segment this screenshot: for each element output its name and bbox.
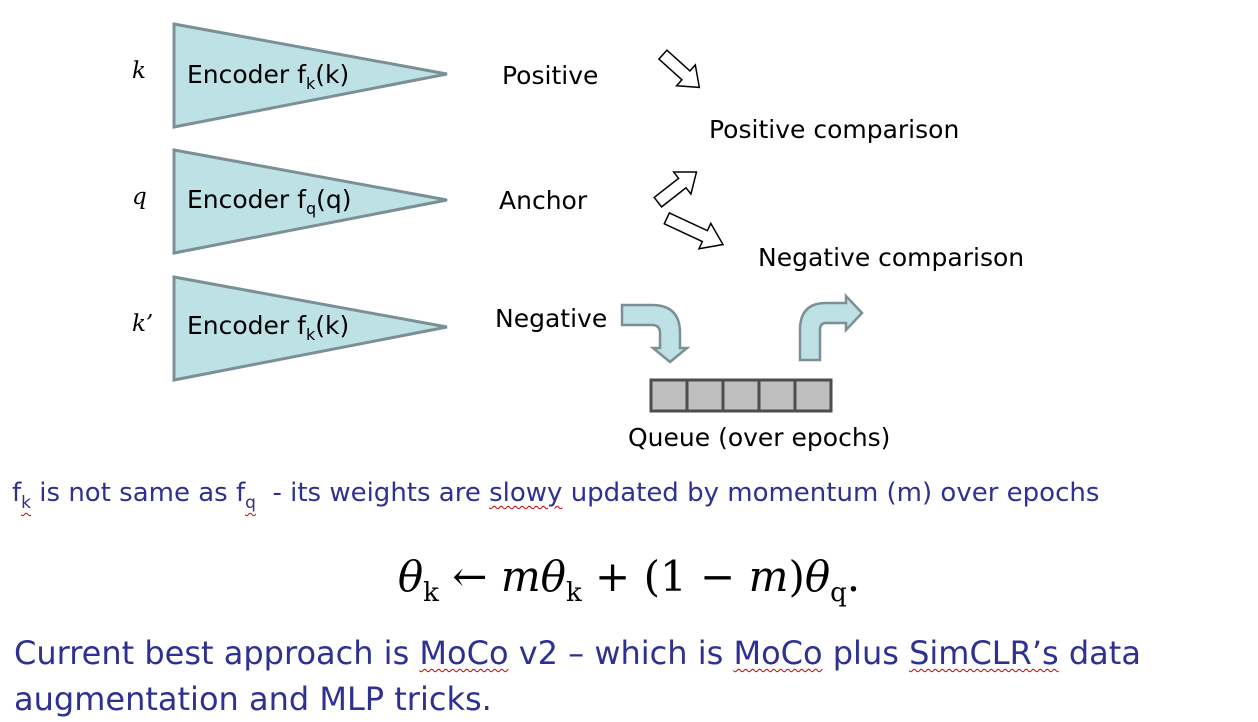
anchor-positive-arrow-icon bbox=[653, 171, 698, 208]
note-text-b: updated by momentum (m) over epochs bbox=[562, 478, 1100, 508]
positive-comparison-label: Positive comparison bbox=[709, 115, 959, 144]
queue-slot bbox=[649, 378, 689, 413]
negative-label: Negative bbox=[495, 304, 607, 333]
encoder-k-prime-label: Encoder fk(k) bbox=[187, 311, 349, 344]
input-k-label: k bbox=[132, 58, 146, 84]
note-misspelled-word: slowy bbox=[489, 478, 563, 508]
input-k-prime-label: k’ bbox=[132, 311, 153, 337]
encoder-k-prime-block: k’ Encoder fk(k) Negative bbox=[132, 275, 607, 382]
note-fk: fk bbox=[12, 478, 32, 513]
encoder-q-shape bbox=[172, 148, 448, 255]
enqueue-arrow-icon bbox=[620, 303, 691, 364]
positive-label: Positive bbox=[502, 61, 598, 90]
encoder-k-label: Encoder fk(k) bbox=[187, 60, 349, 93]
positive-arrow-icon bbox=[657, 49, 701, 89]
momentum-update-formula: θk ← mθk + (1 − m)θq. bbox=[397, 552, 861, 608]
encoder-q-block: q Encoder fq(q) Anchor bbox=[132, 148, 588, 255]
note-text-a: - its weights are bbox=[255, 478, 490, 508]
encoder-k-shape bbox=[172, 22, 448, 129]
dequeue-arrow-icon bbox=[798, 292, 864, 362]
queue-slot bbox=[793, 378, 833, 413]
queue-label: Queue (over epochs) bbox=[628, 423, 890, 452]
encoder-k-block: k Encoder fk(k) Positive bbox=[132, 22, 598, 129]
input-q-label: q bbox=[132, 184, 147, 210]
note-mid: is not same as bbox=[31, 478, 236, 508]
moco-word: MoCo bbox=[419, 634, 509, 672]
queue-slot bbox=[721, 378, 761, 413]
momentum-note: fk is not same as fq - its weights are s… bbox=[12, 478, 1252, 513]
queue bbox=[649, 378, 833, 413]
note-fq: fq bbox=[235, 478, 256, 513]
negative-comparison-label: Negative comparison bbox=[758, 243, 1024, 272]
moco-diagram: k Encoder fk(k) Positive q Encoder fq(q)… bbox=[132, 22, 1024, 452]
summary-text: Current best approach is MoCo v2 – which… bbox=[14, 634, 1141, 718]
encoder-k-prime-shape bbox=[172, 275, 448, 382]
queue-slot bbox=[757, 378, 797, 413]
anchor-label: Anchor bbox=[499, 186, 588, 215]
moco-word: MoCo bbox=[733, 634, 823, 672]
queue-slot bbox=[685, 378, 725, 413]
encoder-q-label: Encoder fq(q) bbox=[187, 185, 352, 218]
simclr-word: SimCLR’s bbox=[909, 634, 1059, 672]
anchor-negative-arrow-icon bbox=[663, 211, 725, 250]
